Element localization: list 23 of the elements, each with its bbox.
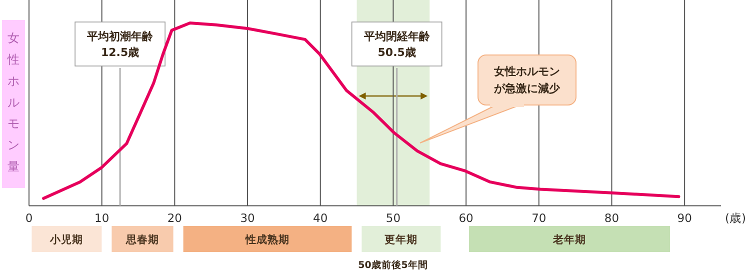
x-tick-label: 20 xyxy=(167,211,182,225)
x-tick-label: 80 xyxy=(604,211,620,225)
x-tick-label: 30 xyxy=(240,211,255,225)
x-tick-label: 40 xyxy=(313,211,328,225)
stage: 老年期 xyxy=(469,226,670,252)
x-axis-title: (歳) xyxy=(725,211,746,225)
ref-line-label: 平均初潮年齢 12.5歳 xyxy=(86,30,154,59)
y-axis-title: 女性ホルモン量 xyxy=(6,31,20,174)
x-tick-label: 0 xyxy=(25,211,33,225)
annotation: 女性ホルモンが急激に減少 xyxy=(493,65,561,95)
x-tick-label: 10 xyxy=(94,211,110,225)
stage: 更年期 xyxy=(362,226,441,252)
x-tick-label: 60 xyxy=(458,211,474,225)
ref-label: 平均初潮年齢 12.5歳 xyxy=(74,22,166,66)
x-tick-label: 50 xyxy=(386,211,401,225)
stage: 小児期 xyxy=(32,226,102,252)
stage: 思春期 xyxy=(112,226,174,252)
x-tick-label: 70 xyxy=(532,211,546,225)
callout: 女性ホルモンが急激に減少 xyxy=(420,54,576,144)
stage: 性成熟期 xyxy=(183,226,352,252)
x-tick-label: 90 xyxy=(677,211,692,225)
ref-label: 平均閉経年齢 50.5歳 xyxy=(351,22,442,66)
text: 50歳前後5年間 xyxy=(358,259,428,271)
